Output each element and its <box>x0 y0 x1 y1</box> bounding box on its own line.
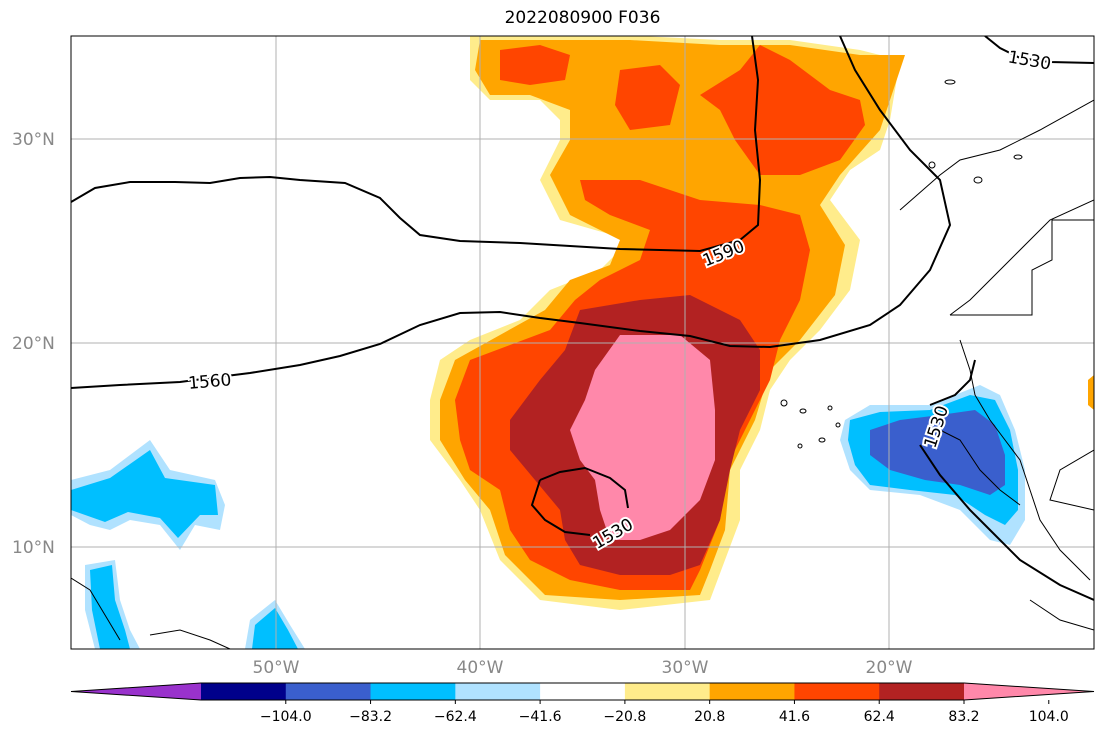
colorbar-extend-high <box>964 683 1094 700</box>
colorbar-segment <box>540 683 626 700</box>
colorbar-tick-label: 83.2 <box>948 709 979 725</box>
colorbar-segment <box>794 683 880 700</box>
anomaly-fill-62-north2 <box>615 65 680 130</box>
lon-label-20w: 20°W <box>866 658 913 678</box>
colorbar-segment <box>370 683 456 700</box>
anomaly-fill-neg41-sw <box>90 565 130 649</box>
lon-label-50w: 50°W <box>253 658 300 678</box>
height-contours <box>71 36 1094 601</box>
map-frame <box>70 35 1095 650</box>
anomaly-fill-neg41-s <box>252 608 298 649</box>
anomaly-fill-104 <box>570 335 715 540</box>
map-title: 2022080900 F036 <box>504 8 661 28</box>
colorbar-tick-label: −41.6 <box>519 709 562 725</box>
lat-label-30n: 30°N <box>12 130 55 150</box>
graticule <box>71 36 1094 649</box>
colorbar-outline <box>70 682 1095 701</box>
contour-1560 <box>71 36 952 389</box>
contour-label-1530-north: 1530 <box>1006 47 1052 74</box>
colorbar-tick-label: −62.4 <box>434 709 477 725</box>
colorbar-tick-label: 41.6 <box>779 709 810 725</box>
map-area <box>71 36 1094 649</box>
contour-1530-low <box>530 466 629 536</box>
colorbar-tick-label: 104.0 <box>1029 709 1069 725</box>
colorbar-segment <box>285 683 372 700</box>
colorbar-segment <box>624 683 711 700</box>
colorbar-segment <box>709 683 795 700</box>
contour-labels: 1590 1560 1530 1530 1530 <box>185 45 1054 555</box>
colorbar: −104.0 −83.2 −62.4 −41.6 −20.8 20.8 41.6 62.4 83… <box>70 682 1095 725</box>
lat-label-20n: 20°N <box>12 334 55 354</box>
colorbar-tick-label: −20.8 <box>603 709 646 725</box>
colorbar-tick-label: −104.0 <box>260 709 312 725</box>
anomaly-fill-neg41-west <box>71 450 218 538</box>
colorbar-segment <box>455 683 541 700</box>
contour-1530-east <box>919 359 1094 601</box>
anomaly-fill-east-edge <box>1088 375 1094 410</box>
anomaly-fill-62-north3 <box>700 45 865 175</box>
contour-1530-north <box>984 36 1094 64</box>
lon-label-30w: 30°W <box>662 658 709 678</box>
colorbar-tick-label: 20.8 <box>694 709 725 725</box>
colorbar-extend-low <box>71 683 201 700</box>
colorbar-segment <box>201 683 287 700</box>
colorbar-tick-label: −83.2 <box>349 709 392 725</box>
contour-1590 <box>71 36 762 253</box>
lat-label-10n: 10°N <box>12 538 55 558</box>
colorbar-tick-label: 62.4 <box>864 709 895 725</box>
lon-label-40w: 40°W <box>457 658 504 678</box>
coastlines <box>71 79 1094 649</box>
colorbar-segment <box>879 683 965 700</box>
anomaly-fill-62-north <box>500 45 570 85</box>
anomaly-fill-neg62-east <box>870 410 1005 495</box>
contour-label-1560: 1560 <box>187 370 232 394</box>
